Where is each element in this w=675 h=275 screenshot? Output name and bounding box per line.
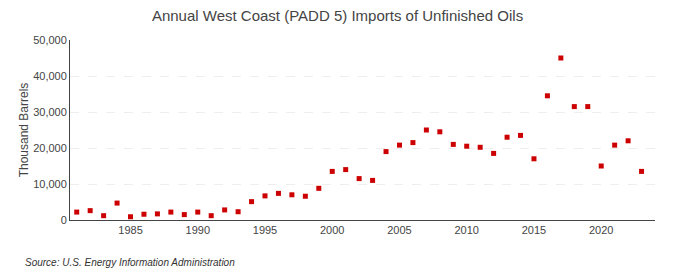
svg-text:Thousand Barrels: Thousand Barrels bbox=[17, 83, 31, 178]
svg-text:1990: 1990 bbox=[186, 224, 210, 236]
svg-text:2000: 2000 bbox=[320, 224, 344, 236]
svg-text:2005: 2005 bbox=[387, 224, 411, 236]
svg-text:2015: 2015 bbox=[522, 224, 546, 236]
svg-text:2010: 2010 bbox=[454, 224, 478, 236]
svg-text:50,000: 50,000 bbox=[33, 34, 67, 46]
svg-text:0: 0 bbox=[61, 214, 67, 226]
svg-text:2020: 2020 bbox=[589, 224, 613, 236]
svg-text:1985: 1985 bbox=[118, 224, 142, 236]
svg-text:40,000: 40,000 bbox=[33, 70, 67, 82]
svg-text:30,000: 30,000 bbox=[33, 106, 67, 118]
svg-text:Source: U.S. Energy Informatio: Source: U.S. Energy Information Administ… bbox=[25, 257, 235, 268]
svg-text:Annual West Coast (PADD 5) Imp: Annual West Coast (PADD 5) Imports of Un… bbox=[152, 7, 523, 24]
svg-text:20,000: 20,000 bbox=[33, 142, 67, 154]
svg-text:10,000: 10,000 bbox=[33, 178, 67, 190]
svg-text:1995: 1995 bbox=[253, 224, 277, 236]
